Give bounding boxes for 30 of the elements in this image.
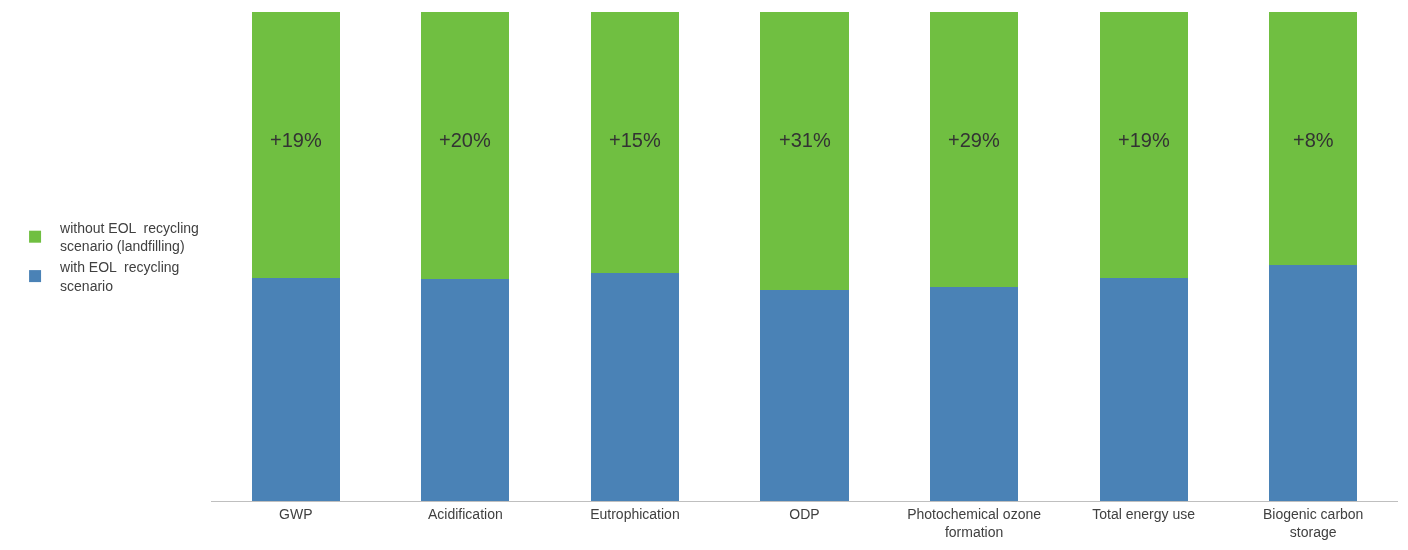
bar — [251, 12, 340, 279]
bar — [590, 12, 680, 274]
bar — [1269, 12, 1358, 266]
x-tick-label: Biogenic carbon storage — [1263, 505, 1364, 540]
bar — [421, 12, 510, 279]
legend-label: without EOL recycling scenario (landfilling) — [59, 220, 199, 255]
annotation: +29% — [948, 129, 1000, 151]
bar — [760, 289, 849, 501]
x-tick-label: GWP — [279, 505, 313, 522]
annotation: +31% — [779, 129, 831, 151]
x-tick-label: Acidification — [428, 505, 503, 522]
x-tick-label: Eutrophication — [590, 505, 680, 522]
bar — [1099, 278, 1188, 501]
annotation: +8% — [1293, 129, 1334, 151]
bar — [251, 278, 340, 501]
x-tick-label: Photochemical ozone formation — [907, 505, 1042, 540]
bar — [421, 278, 510, 501]
legend-label: with EOL recycling scenario — [59, 259, 180, 294]
bar — [1099, 12, 1188, 279]
bar — [1269, 265, 1358, 501]
annotation: +20% — [439, 129, 491, 151]
bar — [929, 12, 1019, 287]
bar — [590, 273, 680, 501]
annotation: +19% — [270, 129, 322, 151]
x-tick-label: Total energy use — [1092, 505, 1196, 522]
annotation: +19% — [1118, 129, 1170, 151]
bar — [760, 12, 849, 290]
bar — [929, 286, 1019, 501]
x-tick-label: ODP — [789, 505, 820, 522]
annotation: +15% — [609, 129, 661, 151]
